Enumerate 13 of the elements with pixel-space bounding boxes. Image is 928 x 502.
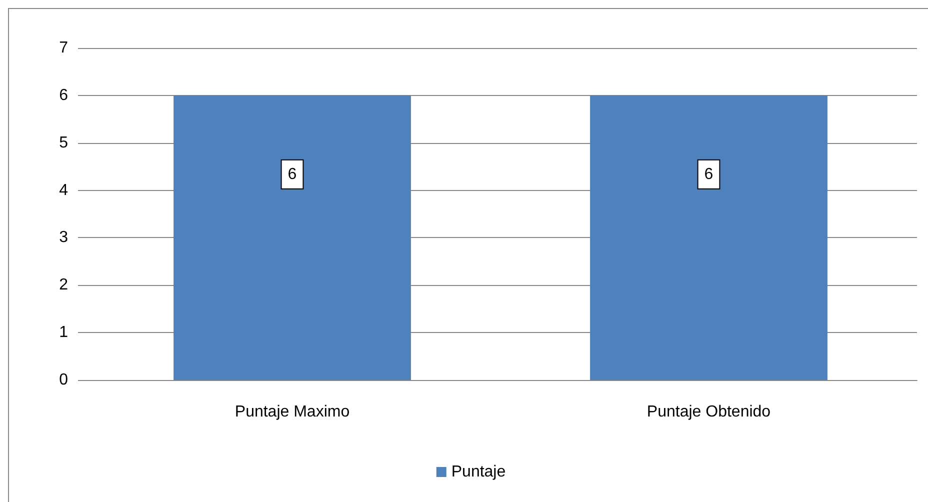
y-tick-label: 3 [59,229,68,246]
data-label: 6 [704,166,714,183]
y-tick-label: 4 [59,182,68,199]
legend-label: Puntaje [451,464,506,480]
x-tick-label: Puntaje Maximo [234,404,350,420]
y-tick-label: 6 [59,86,68,104]
x-tick-label: Puntaje Obtenido [646,404,771,420]
data-label: 6 [288,166,297,183]
y-tick-label: 1 [59,324,68,342]
y-tick-label: 2 [59,276,68,294]
y-tick-label: 7 [59,40,68,56]
y-tick-label: 0 [59,372,68,388]
y-tick-label: 5 [59,134,68,152]
